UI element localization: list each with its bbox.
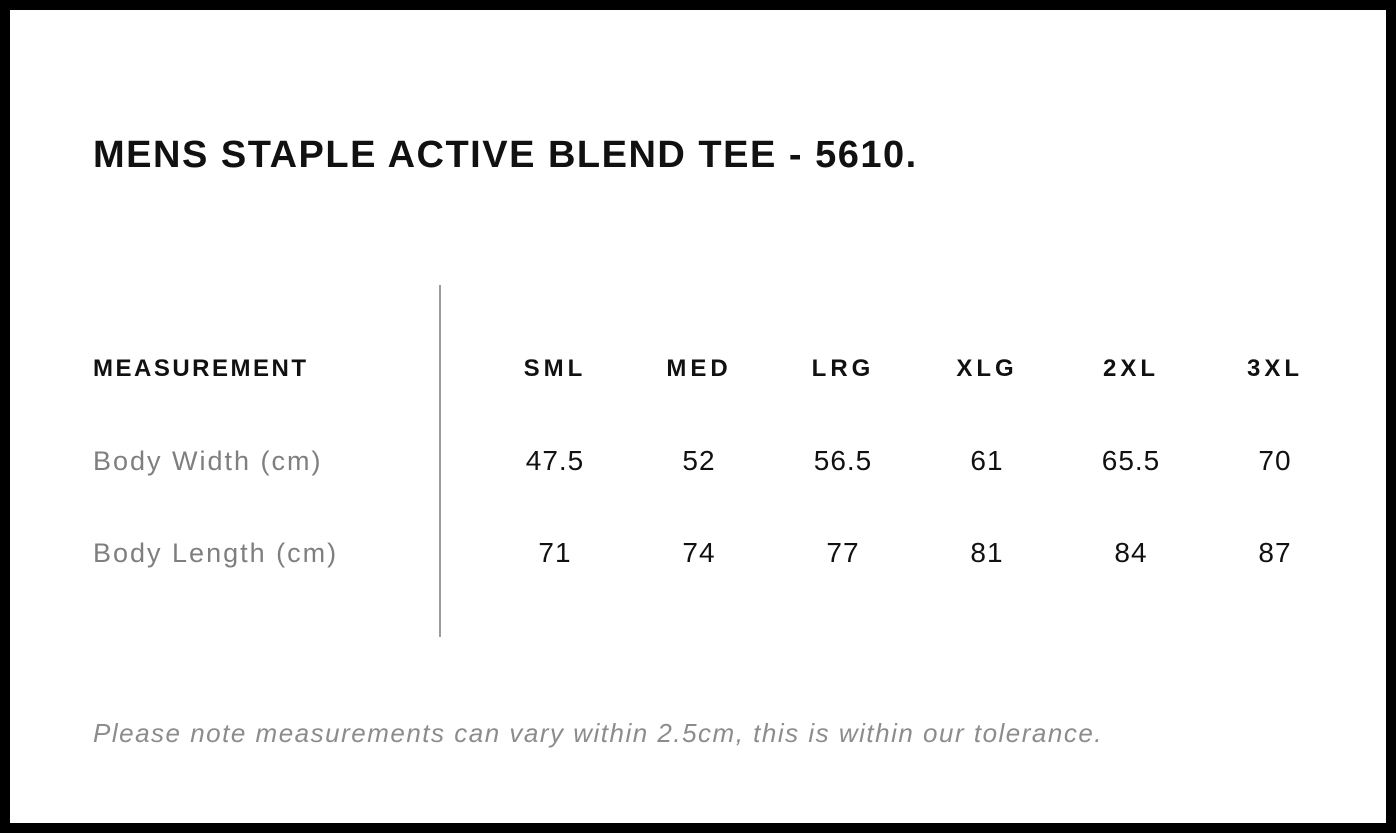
body-length-3xl: 87 [1258,537,1292,568]
size-header-2xl: 2XL [1102,355,1159,382]
body-length-value-cells: 71 74 77 81 84 87 [483,537,1347,569]
body-length-sml: 71 [538,537,572,568]
body-width-2xl: 65.5 [1101,445,1161,476]
body-width-3xl: 70 [1258,445,1292,476]
body-length-med: 74 [682,537,716,568]
size-header-sml: SML [523,355,587,382]
table-row-body-width: Body Width (cm) 47.5 52 56.5 61 65.5 70 [93,439,1347,483]
table-header-row: MEASUREMENT SML MED LRG XLG 2XL 3XL [93,347,1347,391]
body-width-xlg: 61 [970,445,1004,476]
size-header-lrg: LRG [811,355,875,382]
measurement-column-header: MEASUREMENT [93,355,309,382]
body-width-med: 52 [682,445,716,476]
size-header-cells: SML MED LRG XLG 2XL 3XL [483,355,1347,383]
body-length-lrg: 77 [826,537,860,568]
body-width-lrg: 56.5 [813,445,873,476]
size-header-3xl: 3XL [1246,355,1303,382]
body-length-xlg: 81 [970,537,1004,568]
row-label-body-length: Body Length (cm) [93,537,339,568]
body-length-2xl: 84 [1114,537,1148,568]
size-header-med: MED [666,355,732,382]
body-width-sml: 47.5 [525,445,585,476]
row-label-body-width: Body Width (cm) [93,445,323,476]
tolerance-note: Please note measurements can vary within… [93,718,1104,748]
page-title: MENS STAPLE ACTIVE BLEND TEE - 5610. [93,134,918,177]
body-width-value-cells: 47.5 52 56.5 61 65.5 70 [483,445,1347,477]
table-column-divider [439,285,441,637]
size-header-xlg: XLG [956,355,1018,382]
table-row-body-length: Body Length (cm) 71 74 77 81 84 87 [93,531,1347,575]
